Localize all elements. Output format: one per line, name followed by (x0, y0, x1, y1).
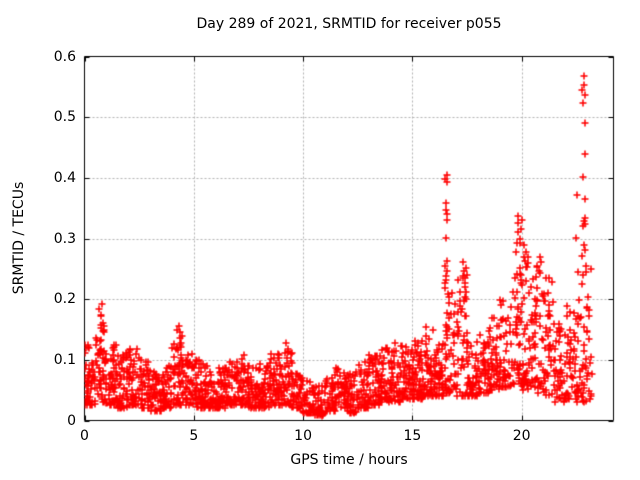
x-tick-label: 20 (512, 428, 531, 444)
x-tick-label: 5 (189, 428, 199, 444)
y-axis-label: SRMTID / TECUs (11, 181, 27, 295)
y-tick-label: 0 (67, 412, 76, 429)
x-tick-label: 15 (403, 428, 422, 444)
y-tick-label: 0.2 (53, 291, 76, 308)
x-tick-label: 0 (80, 428, 89, 444)
y-tick-label: 0.3 (53, 230, 76, 247)
y-tick-label: 0.6 (53, 48, 76, 65)
y-tick-label: 0.5 (53, 109, 76, 126)
y-tick-label: 0.1 (53, 351, 76, 368)
x-tick-label: 10 (294, 428, 312, 444)
chart-title: Day 289 of 2021, SRMTID for receiver p05… (196, 16, 502, 32)
x-axis-label: GPS time / hours (290, 452, 408, 468)
y-tick-label: 0.4 (53, 169, 76, 186)
